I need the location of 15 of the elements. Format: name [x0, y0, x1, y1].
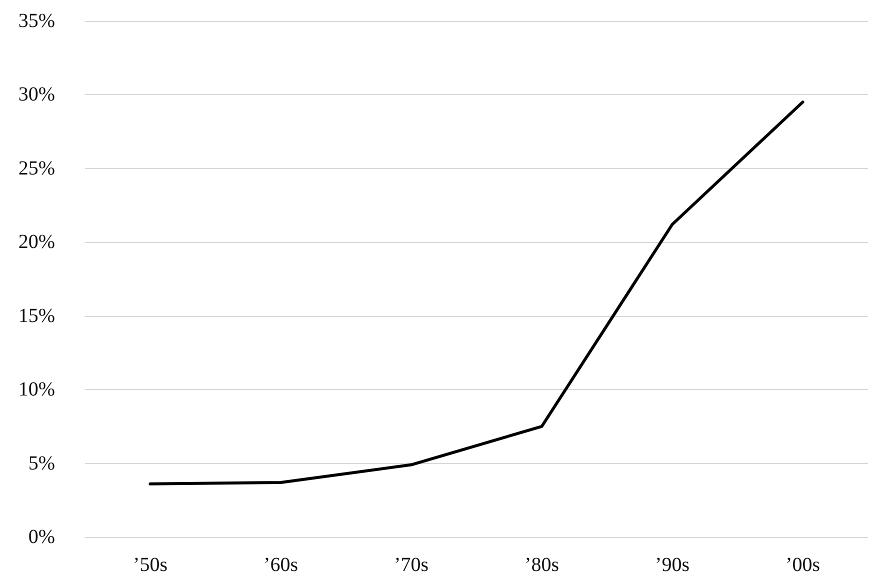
- line-series: [148, 100, 804, 486]
- y-tick-label: 20%: [18, 231, 55, 254]
- y-tick-label: 30%: [18, 84, 55, 106]
- y-tick-label: 5%: [28, 452, 55, 474]
- x-tick-label: ’60s: [264, 554, 298, 576]
- x-tick-label: ’50s: [133, 554, 168, 576]
- y-tick-label: 25%: [18, 157, 55, 180]
- y-tick-label: 10%: [18, 378, 55, 401]
- x-tick-label: ’90s: [655, 554, 690, 576]
- x-tick-label: ’80s: [524, 554, 560, 576]
- x-tick-label: ’00s: [786, 554, 820, 576]
- y-tick-label: 35%: [18, 10, 55, 32]
- x-tick-label: ’70s: [394, 554, 429, 576]
- y-tick-label: 15%: [18, 304, 55, 327]
- y-tick-label: 0%: [28, 526, 55, 548]
